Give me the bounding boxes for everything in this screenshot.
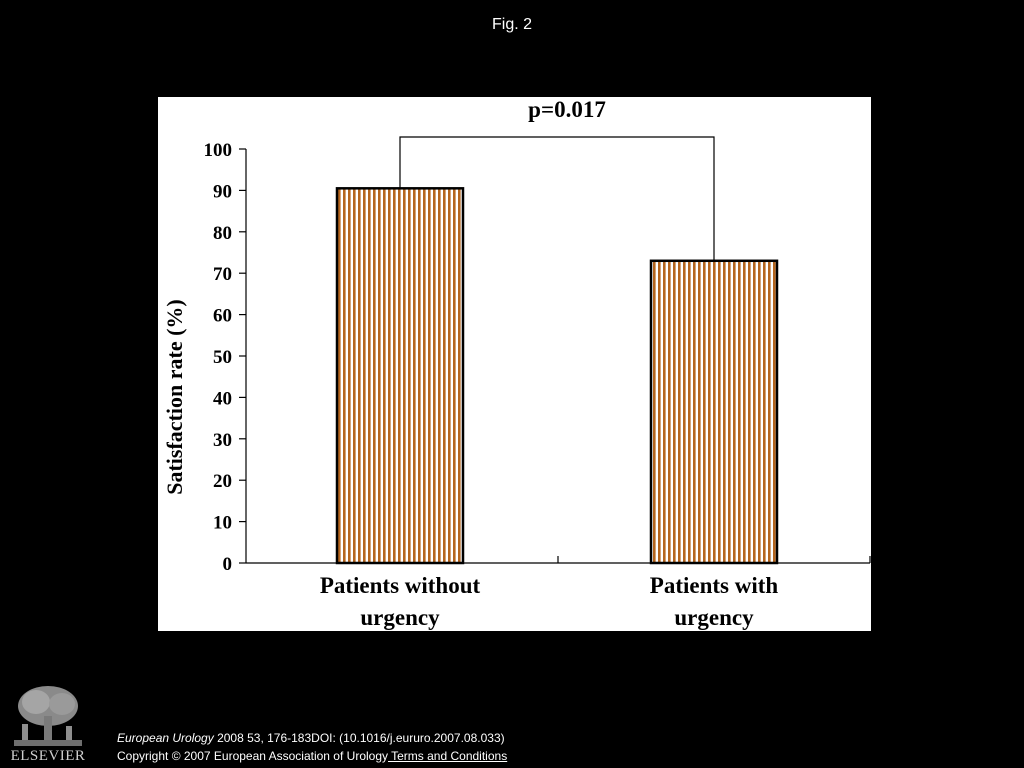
slide-title: Fig. 2 [491,16,532,33]
copyright-text: Copyright © 2007 European Association of… [117,749,389,763]
elsevier-wordmark: ELSEVIER [10,748,86,764]
y-tick-label-40: 40 [213,388,232,409]
y-tick-label-100: 100 [204,140,233,161]
bar-chart: 0 10 20 30 40 50 60 70 80 90 100 Patients without u… [162,97,871,630]
footer: European Urology 2008 53, 176-183DOI: (1… [117,729,507,765]
significance-bracket: p=0.017 [399,97,715,261]
chart-panel: 0 10 20 30 40 50 60 70 80 90 100 Patients without u… [158,97,871,631]
y-tick-label-50: 50 [213,347,232,368]
elsevier-tree-icon [8,680,88,750]
y-axis: 0 10 20 30 40 50 60 70 80 90 100 [204,140,247,575]
y-tick-label-60: 60 [213,306,232,327]
terms-link[interactable]: Terms and Conditions [388,749,508,763]
p-value-annotation: p=0.017 [528,97,606,122]
y-tick-label-80: 80 [213,223,232,244]
x-tick-label-2-line-2: urgency [674,605,754,630]
x-tick-label-1-line-2: urgency [360,605,440,630]
bar-2 [649,259,779,565]
y-tick-label-70: 70 [213,264,232,285]
y-tick-label-30: 30 [213,430,232,451]
elsevier-logo: ELSEVIER [8,680,88,766]
journal-name: European Urology [117,731,214,745]
x-tick-label-1-line-1: Patients without [320,573,481,598]
citation-details: 2008 53, 176-183DOI: (10.1016/j.eururo.2… [213,731,505,745]
citation-line: European Urology 2008 53, 176-183DOI: (1… [117,729,507,747]
y-tick-label-0: 0 [223,554,233,575]
y-tick-label-10: 10 [213,513,232,534]
bars [335,187,779,565]
copyright-line: Copyright © 2007 European Association of… [117,747,507,765]
y-tick-label-20: 20 [213,471,232,492]
bar-1 [335,187,465,565]
x-tick-label-2-line-1: Patients with [650,573,779,598]
significance-bracket-line [399,136,715,261]
y-tick-label-90: 90 [213,181,232,202]
x-tick-labels: Patients without urgency Patients with urge… [320,573,779,630]
y-axis-label: Satisfaction rate (%) [162,299,187,495]
